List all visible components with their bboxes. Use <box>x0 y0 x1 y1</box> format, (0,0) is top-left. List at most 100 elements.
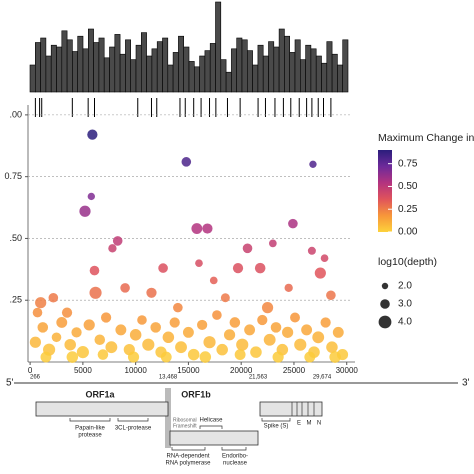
histogram-bar <box>141 32 147 93</box>
point <box>87 129 98 140</box>
histogram-bar <box>273 46 280 93</box>
point <box>326 290 336 301</box>
domain-label: Ribosomal <box>173 417 197 423</box>
point <box>329 351 341 363</box>
histogram-bar <box>262 55 269 93</box>
position: 29,674 <box>313 375 332 381</box>
size-label: 2.0 <box>398 281 412 292</box>
point <box>232 262 244 274</box>
histogram-bar <box>299 59 306 93</box>
x-tick-label: 25000 <box>283 366 306 375</box>
histogram-bar <box>257 44 264 93</box>
histogram-bar <box>209 43 216 93</box>
y-tick-label: .25 <box>9 295 22 305</box>
point <box>51 332 62 343</box>
point <box>115 324 127 336</box>
point <box>288 218 298 229</box>
point <box>29 336 41 348</box>
domain-label: Endoribo- <box>222 454 248 460</box>
point <box>294 338 307 351</box>
position: 21,563 <box>249 375 268 381</box>
gene-label: Spike (S) <box>264 424 289 430</box>
histogram-bar <box>337 64 343 93</box>
point <box>66 351 79 363</box>
point <box>314 267 326 279</box>
y-tick-label: .00 <box>9 109 22 119</box>
point <box>212 310 222 320</box>
histogram-bar <box>40 37 47 93</box>
bracket <box>221 447 247 451</box>
point <box>129 329 142 341</box>
point <box>244 324 256 336</box>
point <box>76 346 89 359</box>
x-tick-label: 20000 <box>230 366 253 375</box>
domain-label: RNA-dependent <box>166 454 209 460</box>
histogram-bar <box>247 50 253 93</box>
point <box>71 327 82 338</box>
histogram-bar <box>103 57 110 93</box>
point <box>229 317 241 328</box>
orf1b-box <box>169 430 259 446</box>
y-tick-label: 0.75 <box>4 171 22 181</box>
point <box>290 312 300 323</box>
histogram-bar <box>34 42 41 93</box>
point <box>158 263 168 273</box>
histogram-bar <box>284 35 290 93</box>
histogram-bar <box>199 55 206 93</box>
point <box>202 223 213 234</box>
bracket <box>171 447 206 451</box>
bracket <box>261 418 291 422</box>
point <box>209 276 218 285</box>
point <box>272 351 284 363</box>
colorbar-label: 0.75 <box>398 158 418 169</box>
histogram-bar <box>130 59 137 93</box>
point <box>32 307 43 318</box>
bracket <box>199 425 223 429</box>
histogram-bar <box>146 55 153 93</box>
histogram-bar <box>220 59 227 93</box>
point <box>250 346 262 358</box>
histogram-bar <box>225 71 232 93</box>
point <box>197 319 208 331</box>
x-tick-label: 5000 <box>74 366 92 375</box>
bracket <box>69 418 111 422</box>
histogram-bar <box>72 51 79 93</box>
point <box>97 349 109 360</box>
histogram-bar <box>61 30 68 93</box>
point <box>309 160 317 168</box>
histogram-bar <box>294 39 301 93</box>
point <box>37 322 49 333</box>
domain-label: RNA polymerase <box>165 461 211 467</box>
point <box>35 297 47 309</box>
histogram-bar <box>183 46 190 93</box>
domain-label: 3CL-protease <box>115 426 152 432</box>
x-tick-label: 0 <box>28 366 33 375</box>
point <box>100 312 112 323</box>
histogram-bar <box>342 39 349 93</box>
gene-label: E <box>297 421 301 427</box>
position: 266 <box>30 375 41 381</box>
histogram-bar <box>98 37 105 93</box>
point <box>162 331 175 344</box>
histogram-bar <box>29 64 36 93</box>
point <box>187 348 200 361</box>
point <box>216 343 228 356</box>
x-tick-label: 15000 <box>177 366 200 375</box>
point <box>307 246 316 255</box>
point <box>108 244 117 253</box>
domain-label: Papain-like <box>75 426 105 432</box>
histogram-bar <box>56 46 63 93</box>
point <box>195 259 203 267</box>
point <box>203 336 216 349</box>
point <box>199 351 212 363</box>
histogram-bar <box>151 48 158 93</box>
size-key <box>381 282 389 290</box>
gene-label: M <box>307 421 312 427</box>
point <box>120 283 130 293</box>
gene-label: ORF1a <box>85 389 115 399</box>
x-tick-label: 10000 <box>125 366 148 375</box>
colorbar-label: 0.00 <box>398 227 418 238</box>
point <box>320 254 329 263</box>
point <box>79 205 91 217</box>
five-prime: 5' <box>6 378 14 389</box>
